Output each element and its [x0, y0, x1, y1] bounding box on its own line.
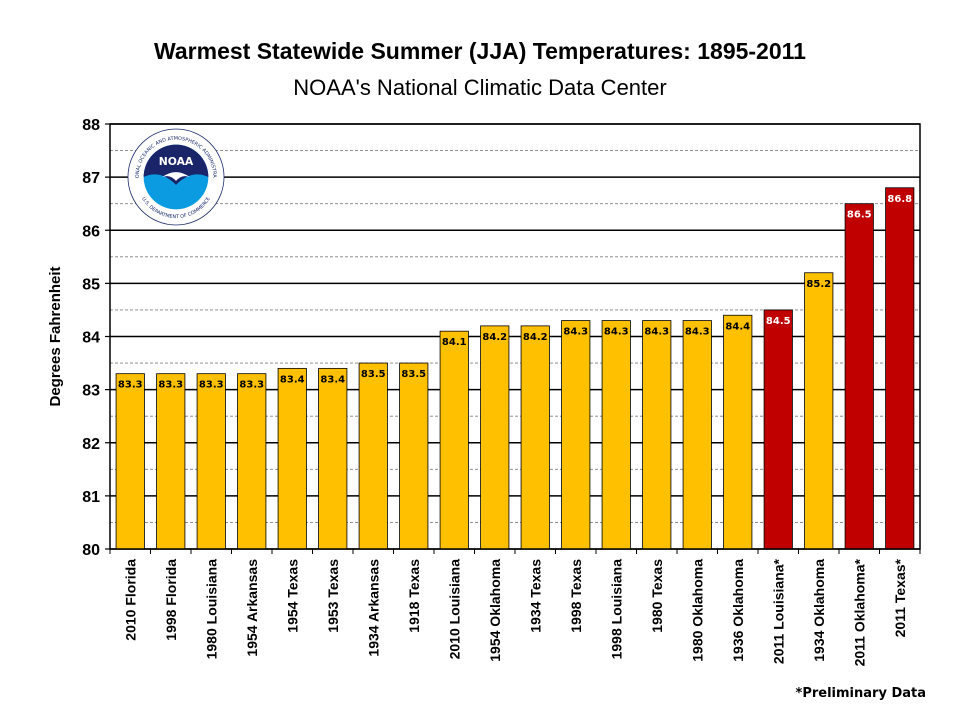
bar	[277, 367, 307, 550]
x-tick-label: 1998 Texas	[568, 559, 584, 633]
bar-value-label: 84.3	[644, 327, 669, 338]
x-tick-label: 2011 Oklahoma*	[851, 558, 867, 666]
bar	[439, 330, 469, 550]
y-axis: 80 81 82 83 84 85 86 87 88	[82, 117, 110, 559]
y-tick-label: 85	[82, 276, 100, 293]
y-tick-label: 88	[82, 117, 100, 134]
bar-value-label: 84.3	[604, 327, 629, 338]
x-tick-label: 1954 Texas	[284, 559, 300, 633]
y-axis-label: Degrees Fahrenheit	[47, 266, 64, 406]
x-tick-label: 1998 Louisiana	[608, 559, 624, 660]
plot-frame	[109, 123, 921, 550]
y-tick-label: 86	[82, 223, 100, 240]
bar-value-label: 83.3	[118, 380, 143, 391]
bar-value-label: 84.5	[766, 316, 791, 327]
x-tick-label: 1998 Florida	[163, 559, 179, 641]
x-tick-label: 2010 Louisiana	[446, 559, 462, 660]
bar-value-label: 83.3	[199, 380, 224, 391]
x-tick-label: 1954 Arkansas	[244, 559, 260, 657]
bars: 83.3 83.3 83.3 83.3 83.4 83.4 83.5 83.5 84.1 84.2…	[115, 187, 915, 550]
x-tick-label: 1936 Oklahoma	[730, 559, 746, 662]
footnote: *Preliminary Data	[795, 686, 926, 701]
x-tick-label: 1954 Oklahoma	[487, 559, 503, 662]
y-tick-label: 83	[82, 383, 100, 400]
bar	[358, 362, 388, 550]
x-tick-label: 1934 Oklahoma	[811, 559, 827, 662]
x-tick-label: 2010 Florida	[122, 559, 138, 641]
y-tick-label: 80	[82, 542, 100, 559]
bar	[763, 309, 793, 550]
bar-value-label: 84.3	[563, 327, 588, 338]
x-tick-label: 1953 Texas	[325, 559, 341, 633]
x-tick-label: 1980 Texas	[649, 559, 665, 633]
bar	[561, 320, 591, 550]
bar-value-label: 83.3	[158, 380, 183, 391]
bar	[318, 367, 348, 550]
bar-value-label: 84.4	[725, 321, 750, 332]
bar-value-label: 83.3	[239, 380, 264, 391]
bar-value-label: 83.4	[320, 374, 345, 385]
bar-value-label: 85.2	[806, 279, 831, 290]
bar	[885, 187, 915, 550]
bar	[399, 362, 429, 550]
bar-value-label: 84.2	[482, 332, 507, 343]
bar	[601, 320, 631, 550]
bar-value-label: 86.5	[847, 210, 872, 221]
bar	[723, 314, 753, 550]
bar	[480, 325, 510, 550]
y-tick-label: 87	[82, 170, 100, 187]
bar-value-label: 83.4	[280, 374, 305, 385]
x-axis: 2010 Florida 1998 Florida 1980 Louisiana 19…	[109, 549, 921, 666]
x-tick-label: 2011 Texas*	[892, 558, 908, 637]
chart-subtitle: NOAA's National Climatic Data Center	[293, 75, 667, 100]
x-tick-label: 1934 Arkansas	[365, 559, 381, 657]
bar	[156, 373, 186, 550]
bar-value-label: 86.8	[887, 194, 912, 205]
bar	[115, 373, 145, 550]
chart-title: Warmest Statewide Summer (JJA) Temperatu…	[154, 38, 806, 64]
grid-lines	[110, 123, 920, 550]
bar	[642, 320, 672, 550]
bar	[804, 272, 834, 550]
y-tick-label: 84	[82, 330, 100, 347]
y-tick-label: 82	[82, 436, 100, 453]
bar-value-label: 84.1	[442, 337, 467, 348]
bar	[520, 325, 550, 550]
bar-value-label: 84.3	[685, 327, 710, 338]
x-tick-label: 1934 Texas	[527, 559, 543, 633]
bar	[237, 373, 267, 550]
x-tick-label: 1980 Oklahoma	[689, 559, 705, 662]
bar-value-label: 84.2	[523, 332, 548, 343]
bar	[196, 373, 226, 550]
y-tick-label: 81	[82, 489, 100, 506]
x-tick-label: 2011 Louisiana*	[770, 558, 786, 664]
bar-value-label: 83.5	[401, 369, 426, 380]
bar-value-label: 83.5	[361, 369, 386, 380]
logo-text: NOAA	[159, 155, 194, 168]
x-tick-label: 1918 Texas	[406, 559, 422, 633]
bar	[682, 320, 712, 550]
noaa-logo-icon: NATIONAL OCEANIC AND ATMOSPHERIC ADMINIS…	[127, 128, 225, 226]
bar	[844, 203, 874, 550]
x-tick-label: 1980 Louisiana	[203, 559, 219, 660]
